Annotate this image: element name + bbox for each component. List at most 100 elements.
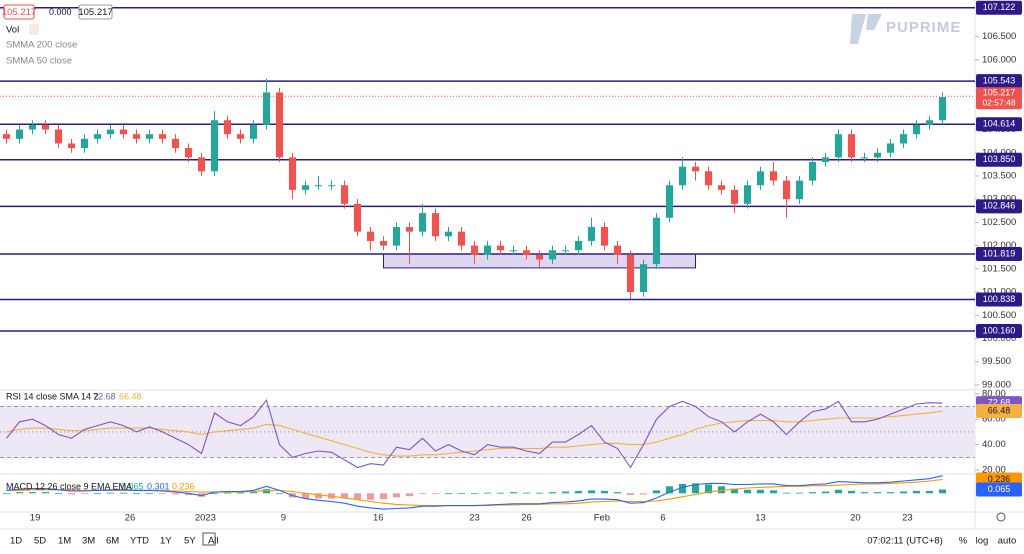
range-button[interactable]: 6M	[106, 536, 119, 547]
macd-title: MACD 12 26 close 9 EMA EMA	[6, 481, 132, 491]
macd-histogram-bar	[236, 492, 245, 494]
scale-button[interactable]: auto	[998, 536, 1017, 547]
macd-histogram-bar	[834, 489, 843, 494]
panes	[0, 0, 1024, 530]
settings-icon[interactable]	[996, 512, 1006, 522]
macd-histogram-bar	[41, 492, 50, 494]
x-tick-label: 9	[281, 513, 286, 524]
candle-body	[535, 254, 544, 260]
candle-body	[938, 97, 947, 121]
level-badge	[976, 199, 1022, 214]
range-button[interactable]: All	[208, 536, 219, 547]
candle-body	[41, 124, 50, 130]
x-tick-label: 23	[469, 513, 480, 524]
x-tick-label: 19	[30, 513, 41, 524]
macd-histogram-bar	[587, 490, 596, 494]
rsi-title: RSI 14 close SMA 14 2	[6, 391, 99, 401]
bid: 105.217	[2, 7, 36, 18]
macd-histogram-bar	[145, 493, 154, 495]
candle-body	[457, 231, 466, 246]
level-badge-label: 100.160	[983, 325, 1016, 335]
macd-histogram-bar	[639, 493, 648, 495]
macd-histogram-bar	[275, 493, 284, 495]
last-price-label: 105.217	[983, 88, 1016, 98]
macd-histogram-bar	[548, 492, 557, 494]
range-button[interactable]: YTD	[130, 536, 149, 547]
macd-histogram-bar	[717, 486, 726, 494]
macd-histogram-bar	[366, 493, 375, 500]
y-tick-label: 99.500	[982, 356, 1011, 367]
candle-body	[275, 92, 284, 158]
macd-histogram-bar	[132, 493, 141, 495]
macd-histogram-bar	[314, 493, 323, 499]
candle-body	[210, 120, 219, 172]
y-tick-label: 100.000	[982, 333, 1016, 344]
candle-body	[808, 162, 817, 181]
candle-body	[912, 124, 921, 135]
candle-body	[288, 157, 297, 190]
macd-histogram-bar	[873, 492, 882, 494]
macd-histogram-bar	[171, 493, 180, 495]
goto-date-icon[interactable]	[202, 532, 216, 546]
scale-button[interactable]: log	[976, 536, 989, 547]
countdown: 02:57:48	[982, 97, 1015, 107]
spread: 0.000	[49, 7, 72, 17]
macd-histogram-bar	[54, 493, 63, 495]
x-tick-label: 13	[755, 513, 766, 524]
range-button[interactable]: 5D	[34, 536, 46, 547]
candle-body	[730, 189, 739, 204]
level-badge	[976, 152, 1022, 167]
range-button[interactable]: 3M	[82, 536, 95, 547]
indicator-label: SMMA 50 close	[6, 56, 72, 67]
macd-histogram-bar	[899, 491, 908, 494]
macd-histogram-bar	[925, 490, 934, 494]
macd-histogram-bar	[483, 492, 492, 494]
macd-hist-badge	[976, 482, 1022, 497]
range-button[interactable]: 1Y	[160, 536, 172, 547]
macd-histogram-bar	[262, 489, 271, 494]
macd-histogram-bar	[2, 493, 11, 495]
range-button[interactable]: 5Y	[184, 536, 196, 547]
macd-histogram-bar	[561, 491, 570, 494]
candle-body	[262, 92, 271, 125]
macd-hist-value: 0.065	[121, 481, 144, 491]
candle-body	[522, 250, 531, 255]
range-button[interactable]: 1M	[58, 536, 71, 547]
y-tick-label: 102.000	[982, 240, 1016, 251]
macd-histogram-bar	[522, 492, 531, 494]
rsi-badge-label: 72.68	[988, 397, 1011, 407]
macd-histogram-bar	[470, 493, 479, 495]
macd-histogram-bar	[613, 492, 622, 494]
macd-histogram-bar	[28, 492, 37, 494]
level-badge	[976, 74, 1022, 89]
indicator-label: SMMA 200 close	[6, 40, 77, 51]
range-button[interactable]: 1D	[10, 536, 22, 547]
candle-body	[80, 138, 89, 149]
y-tick-label: 101.000	[982, 287, 1016, 298]
x-tick-label: 2023	[195, 513, 216, 524]
macd-histogram-bar	[795, 492, 804, 494]
candle-body	[821, 157, 830, 163]
candle-body	[509, 250, 518, 252]
macd-histogram-bar	[392, 493, 401, 498]
ask-box[interactable]	[78, 4, 113, 20]
scale-button[interactable]: %	[959, 536, 968, 547]
candle-body	[249, 124, 258, 139]
candle-body	[873, 152, 882, 158]
candle-body	[15, 129, 24, 139]
bid-box[interactable]	[3, 4, 35, 20]
macd-histogram-bar	[665, 486, 674, 494]
overlay: 105.217 0.000 105.217 Vol SMMA 200 close…	[2, 4, 1006, 546]
candle-body	[561, 250, 570, 252]
level-badge-label: 105.543	[983, 75, 1016, 85]
candle-body	[301, 185, 310, 190]
macd-histogram-bar	[496, 492, 505, 494]
candle-body	[223, 120, 232, 135]
macd-hist-badge-label: 0.065	[988, 484, 1011, 494]
candle-body	[379, 240, 388, 246]
candle-body	[353, 203, 362, 232]
candle-body	[756, 171, 765, 186]
macd-histogram-bar	[535, 492, 544, 494]
watermark-text: PUPRIME	[886, 19, 961, 36]
